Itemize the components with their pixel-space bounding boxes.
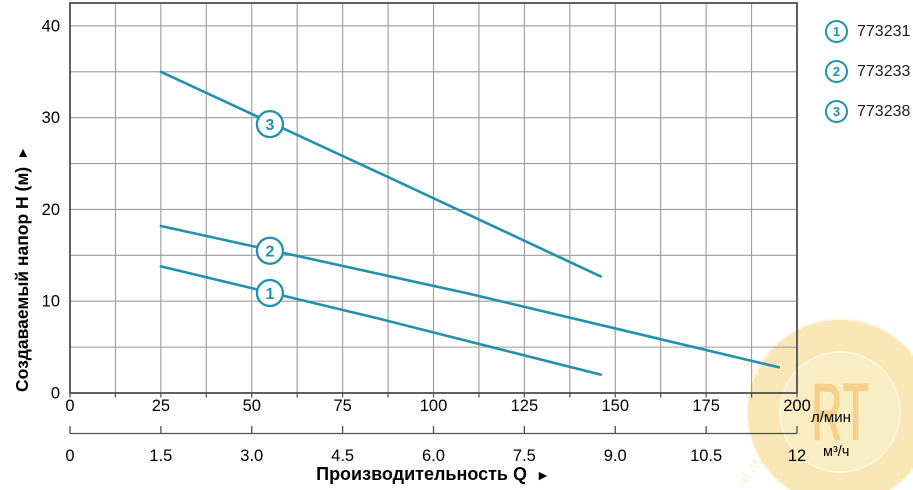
x-axis-title: Производительность Q ► <box>233 464 633 485</box>
y-tick-label: 30 <box>42 109 60 127</box>
secondary-tick-label: 1.5 <box>149 447 172 465</box>
y-tick-label: 40 <box>42 17 60 35</box>
curve-label-circle-2 <box>255 236 285 265</box>
y-tick-label: 0 <box>51 385 60 403</box>
x-tick-label: 200 <box>783 397 811 415</box>
y-tick-label: 10 <box>42 293 60 311</box>
primary-unit-label: л/мин <box>811 409 851 426</box>
x-tick-label: 175 <box>692 397 720 415</box>
x-tick-label: 75 <box>333 397 351 415</box>
y-axis-title-text: Создаваемый напор H (м) <box>12 166 32 392</box>
legend: 1 773231 2 773233 3 773238 <box>825 20 910 123</box>
y-axis-title: Создаваемый напор H (м) ▲ <box>12 144 33 392</box>
legend-marker-1: 1 <box>825 20 848 43</box>
curve-2 <box>159 224 781 369</box>
curve-label-number-2: 2 <box>265 244 274 261</box>
secondary-tick-label: 10.5 <box>690 447 722 465</box>
x-tick-label: 50 <box>243 397 261 415</box>
curve-label-circle-1 <box>255 278 285 308</box>
curve-1 <box>159 265 603 376</box>
secondary-tick-label: 12 <box>788 447 806 465</box>
secondary-tick-label: 4.5 <box>331 447 354 465</box>
legend-item: 1 773231 <box>825 20 910 43</box>
curve-label-number-1: 1 <box>265 286 274 303</box>
x-axis-ticks <box>69 393 798 398</box>
legend-model-label: 773231 <box>857 22 911 40</box>
legend-marker-3: 3 <box>825 100 848 123</box>
x-axis-title-text: Производительность Q <box>316 464 527 484</box>
legend-marker-2: 2 <box>825 60 848 83</box>
y-axis-arrow-icon: ▲ <box>16 144 30 161</box>
curve-label-number-3: 3 <box>265 117 274 134</box>
curve-label-circle-3 <box>255 109 285 139</box>
legend-model-label: 773233 <box>857 62 911 80</box>
gridlines <box>70 3 797 393</box>
curve-3 <box>159 70 603 278</box>
legend-item: 2 773233 <box>825 60 910 83</box>
x-tick-label: 0 <box>65 397 74 415</box>
legend-item: 3 773238 <box>825 100 910 123</box>
secondary-tick-label: 6.0 <box>422 447 445 465</box>
secondary-tick-label: 7.5 <box>513 447 536 465</box>
secondary-tick-label: 9.0 <box>604 447 627 465</box>
legend-model-label: 773238 <box>857 102 911 120</box>
secondary-tick-label: 0 <box>65 447 74 465</box>
y-tick-label: 20 <box>42 201 60 219</box>
x-tick-label: 125 <box>511 397 539 415</box>
secondary-tick-label: 3.0 <box>240 447 263 465</box>
x-tick-label: 25 <box>152 397 170 415</box>
secondary-unit-label: м³/ч <box>823 444 850 460</box>
x-tick-label: 100 <box>420 397 448 415</box>
secondary-axis <box>69 426 798 435</box>
x-tick-label: 150 <box>601 397 629 415</box>
x-axis-arrow-icon: ► <box>536 467 550 483</box>
